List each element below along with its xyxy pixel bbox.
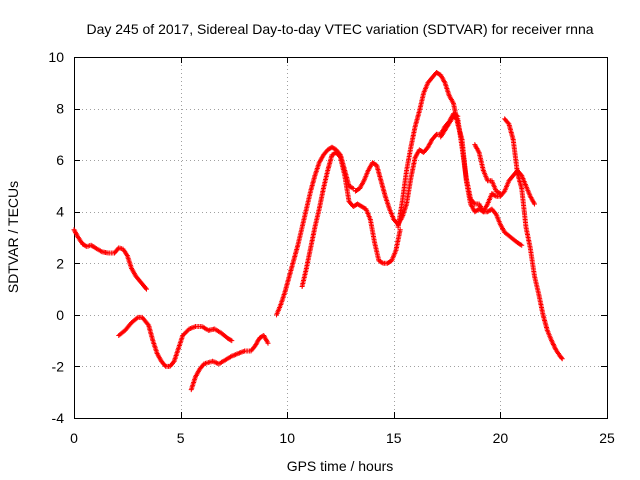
x-axis-label: GPS time / hours — [287, 458, 394, 474]
data-points — [71, 69, 565, 393]
y-tick-label: 10 — [48, 49, 64, 65]
data-point — [229, 338, 235, 344]
plot-frame — [74, 57, 608, 419]
x-tick-label: 5 — [177, 430, 185, 446]
x-tick-label: 20 — [493, 430, 509, 446]
data-point — [397, 227, 403, 233]
data-point — [228, 337, 234, 343]
data-point — [471, 200, 477, 206]
data-point — [559, 356, 565, 362]
data-point — [162, 362, 168, 368]
data-point — [496, 190, 502, 196]
x-tick-label: 10 — [279, 430, 295, 446]
data-point — [532, 201, 538, 207]
data-point — [143, 286, 149, 292]
y-tick-label: 6 — [56, 152, 64, 168]
y-tick-label: 2 — [56, 255, 64, 271]
data-point — [349, 185, 355, 191]
chart-title: Day 245 of 2017, Sidereal Day-to-day VTE… — [86, 21, 593, 37]
data-point — [519, 242, 525, 248]
data-point — [337, 154, 343, 160]
y-tick-label: -4 — [52, 410, 65, 426]
x-tick-label: 15 — [386, 430, 402, 446]
y-axis-label: SDTVAR / TECUs — [5, 181, 21, 293]
y-tick-label: 0 — [56, 307, 64, 323]
data-point — [492, 193, 498, 199]
data-point — [134, 315, 140, 321]
data-point — [492, 210, 498, 216]
ticks: 0 5 10 15 20 25 -4 -2 0 2 4 6 8 10 — [48, 49, 615, 446]
x-tick-label: 0 — [70, 430, 78, 446]
data-point — [265, 340, 271, 346]
data-point — [143, 285, 149, 291]
data-point — [350, 186, 356, 192]
data-point — [559, 355, 565, 361]
data-point — [379, 260, 385, 266]
data-point — [518, 242, 524, 248]
data-point — [433, 132, 439, 138]
data-point — [501, 189, 507, 195]
data-point — [145, 321, 151, 327]
y-tick-label: 4 — [56, 204, 64, 220]
y-tick-label: 8 — [56, 101, 64, 117]
data-point — [497, 191, 503, 197]
x-tick-label: 25 — [599, 430, 615, 446]
grid — [74, 57, 607, 418]
y-tick-label: -2 — [52, 358, 65, 374]
